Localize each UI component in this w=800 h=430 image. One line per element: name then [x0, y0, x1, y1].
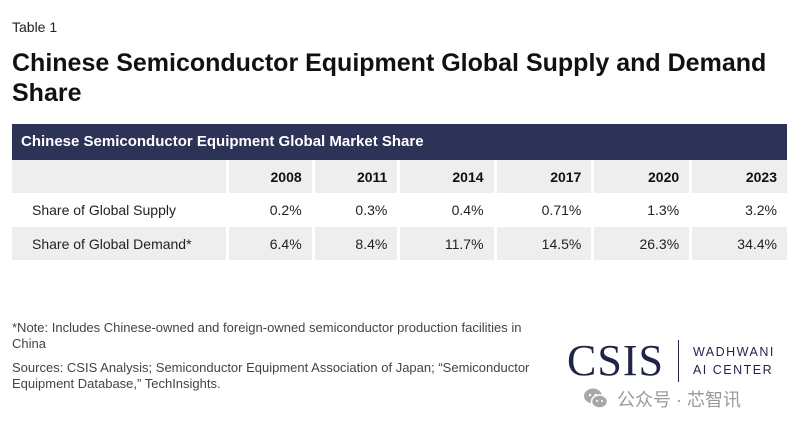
table-header-row: 2008 2011 2014 2017 2020 2023	[12, 160, 787, 193]
table-number-label: Table 1	[12, 19, 58, 35]
column-header-2008: 2008	[226, 160, 312, 193]
table-cell: 0.71%	[493, 193, 592, 227]
csis-logo: CSIS WADHWANI AI CENTER	[567, 336, 775, 386]
footnotes: *Note: Includes Chinese-owned and foreig…	[12, 320, 532, 400]
table-cell: 26.3%	[591, 227, 690, 260]
table-cell: 8.4%	[311, 227, 398, 260]
page-title: Chinese Semiconductor Equipment Global S…	[12, 49, 767, 107]
market-share-table: Chinese Semiconductor Equipment Global M…	[12, 124, 787, 260]
sources-text: Sources: CSIS Analysis; Semiconductor Eq…	[12, 360, 530, 391]
column-header-2017: 2017	[493, 160, 592, 193]
column-header-label	[12, 160, 226, 193]
table-cell: 14.5%	[493, 227, 592, 260]
note-text: *Note: Includes Chinese-owned and foreig…	[12, 320, 522, 351]
logo-line-1: WADHWANI	[692, 345, 775, 359]
table-row-supply: Share of Global Supply 0.2% 0.3% 0.4% 0.…	[12, 193, 787, 227]
watermark-text: 公众号 · 芯智讯	[617, 390, 741, 410]
table-cell: 6.4%	[226, 227, 312, 260]
logo-subtitle: WADHWANI AI CENTER	[693, 343, 775, 379]
table-cell: 11.7%	[397, 227, 494, 260]
column-header-2020: 2020	[591, 160, 690, 193]
logo-divider	[677, 340, 679, 382]
table-cell: 3.2%	[689, 193, 787, 227]
column-header-2023: 2023	[689, 160, 787, 193]
table-cell: 0.3%	[311, 193, 398, 227]
data-table: 2008 2011 2014 2017 2020 2023 Share of G…	[12, 160, 787, 260]
column-header-2011: 2011	[311, 160, 398, 193]
logo-line-2: AI CENTER	[692, 363, 774, 377]
column-header-2014: 2014	[397, 160, 494, 193]
logo-wordmark: CSIS	[567, 336, 664, 385]
watermark: 公众号 · 芯智讯	[583, 386, 741, 412]
table-cell: 0.2%	[226, 193, 312, 227]
wechat-icon	[583, 386, 609, 412]
row-label: Share of Global Demand*	[12, 227, 226, 260]
table-row-demand: Share of Global Demand* 6.4% 8.4% 11.7% …	[12, 227, 787, 260]
table-cell: 34.4%	[689, 227, 787, 260]
table-header-bar: Chinese Semiconductor Equipment Global M…	[12, 124, 787, 160]
table-cell: 1.3%	[591, 193, 690, 227]
row-label: Share of Global Supply	[12, 193, 226, 227]
table-cell: 0.4%	[397, 193, 494, 227]
